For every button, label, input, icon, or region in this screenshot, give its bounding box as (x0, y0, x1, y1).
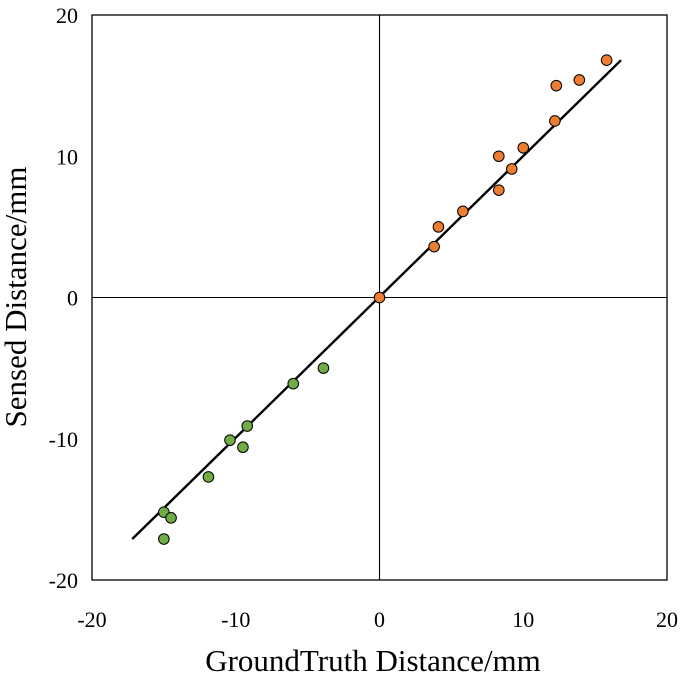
data-point (550, 79, 563, 92)
y-tick-label: -10 (49, 427, 78, 452)
data-point (493, 150, 505, 163)
x-tick-labels: -20 -10 0 10 20 (77, 607, 678, 632)
data-point (428, 240, 440, 253)
x-axis-title: GroundTruth Distance/mm (205, 643, 541, 678)
data-point (241, 420, 254, 432)
y-tick-label: 0 (67, 286, 78, 311)
x-tick-label: 20 (656, 607, 678, 632)
data-point (549, 115, 561, 127)
x-tick-label: 10 (512, 607, 534, 632)
plot-area (91, 14, 668, 581)
x-tick-label: -10 (221, 607, 250, 632)
data-point (237, 441, 249, 454)
data-point (317, 362, 330, 374)
data-point (493, 184, 505, 196)
y-tick-labels: -20 -10 0 10 20 (49, 3, 78, 593)
y-tick-label: -20 (49, 568, 78, 593)
y-tick-label: 20 (56, 3, 78, 28)
data-point (224, 434, 236, 446)
x-tick-label: -20 (77, 607, 106, 632)
y-tick-label: 10 (56, 144, 78, 169)
data-point (600, 54, 613, 67)
data-point (158, 533, 170, 545)
data-point (432, 221, 445, 233)
data-point (573, 74, 586, 86)
y-axis-title: Sensed Distance/mm (0, 167, 33, 428)
data-point (457, 205, 469, 218)
data-point (373, 291, 386, 304)
data-point (517, 141, 530, 154)
data-point (287, 377, 300, 390)
data-point (202, 471, 215, 483)
data-point (505, 163, 518, 175)
x-tick-label: 0 (374, 607, 385, 632)
data-point (165, 512, 177, 524)
